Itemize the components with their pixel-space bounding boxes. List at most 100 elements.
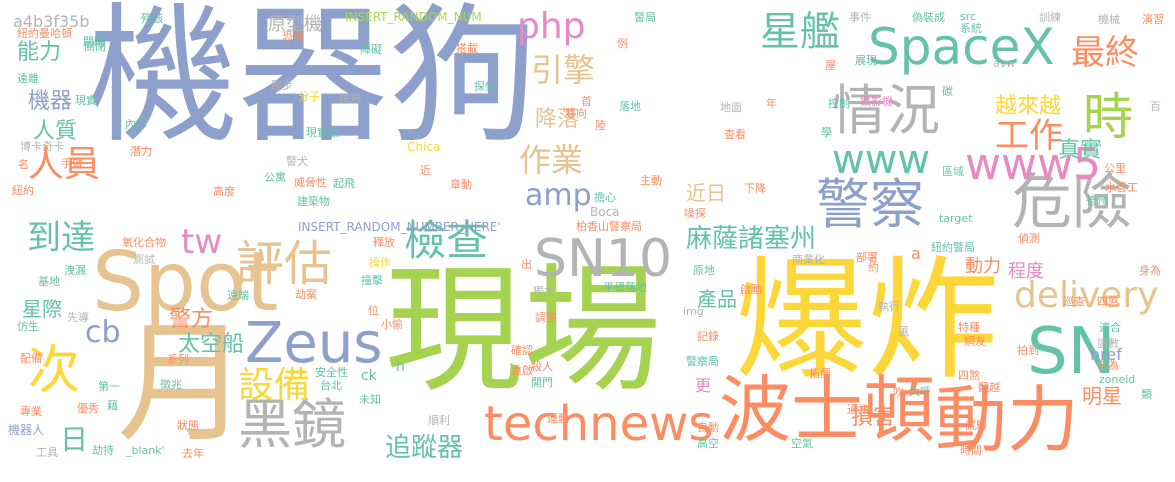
cloud-word: 劫案 [295, 288, 317, 301]
cloud-word: 現實版 [306, 126, 339, 139]
cloud-word: 作業 [519, 141, 584, 179]
cloud-word: 類 [1141, 388, 1152, 401]
cloud-word: SN10 [534, 229, 673, 289]
cloud-word: 產品 [697, 287, 737, 311]
cloud-word: delivery [1014, 275, 1159, 316]
cloud-word: 小偷 [381, 318, 403, 331]
cloud-word: 系列 [167, 353, 189, 366]
cloud-word: 屋 [825, 59, 836, 72]
cloud-word: 高度 [213, 185, 235, 198]
cloud-word: 黑鏡 [238, 393, 346, 456]
cloud-word: 試驗 [965, 419, 987, 432]
cloud-word: 工具 [36, 446, 58, 459]
cloud-word: 風 [898, 325, 909, 338]
cloud-word: 台北 [320, 379, 342, 392]
cloud-word: 控制 [828, 97, 850, 110]
cloud-word: www5 [965, 139, 1101, 190]
cloud-word: href [1090, 345, 1122, 364]
cloud-word: 紐約曼哈頓 [17, 27, 72, 40]
cloud-word: 內部 [125, 118, 147, 131]
cloud-word: 碳 [942, 85, 953, 98]
cloud-word: 名為 [1097, 359, 1119, 372]
cloud-word: 設備 [238, 365, 311, 406]
cloud-word: 訓練 [1039, 11, 1061, 24]
cloud-word: 商業化 [792, 253, 825, 266]
cloud-word: 機器狗 [88, 0, 539, 164]
cloud-word: 潛力 [130, 145, 152, 158]
cloud-word: 撞擊 [361, 274, 383, 287]
cloud-word: php [517, 6, 586, 47]
cloud-word: 操作 [369, 256, 391, 269]
cloud-word: zoneid [1099, 373, 1136, 386]
cloud-word: 測試 [133, 253, 155, 266]
cloud-word: Zeus [245, 311, 383, 376]
cloud-word: cb [85, 315, 121, 350]
cloud-word: 公里 [1104, 162, 1126, 175]
cloud-word: 展現 [855, 54, 877, 67]
cloud-word: 狀態 [177, 419, 199, 432]
cloud-word: 機器 [28, 89, 73, 114]
cloud-word: 現實 [75, 94, 97, 107]
cloud-word: 讀數 [1097, 337, 1119, 350]
cloud-word: 能力 [17, 40, 62, 65]
cloud-word: 星際 [22, 297, 62, 321]
cloud-word: 原型機 [268, 14, 322, 35]
cloud-word: 月 [117, 307, 249, 461]
cloud-word: 探憶 [474, 80, 496, 93]
cloud-word: 首 [581, 95, 592, 108]
cloud-word: 區域 [942, 165, 964, 178]
cloud-word: 四煞 [1097, 295, 1119, 308]
cloud-word: INSERT_RANDOM_NUMBER_HERE' [298, 220, 501, 234]
cloud-word: ck [361, 368, 377, 384]
cloud-word: 手臂 [61, 157, 83, 170]
cloud-word: 追蹤器 [385, 433, 464, 463]
cloud-word: 第一 [98, 380, 120, 393]
cloud-word: a [911, 244, 921, 263]
cloud-word: technews [484, 396, 714, 452]
cloud-word: 程度 [1008, 261, 1044, 282]
cloud-word: 未知 [359, 393, 381, 406]
cloud-word: 高空 [697, 437, 719, 450]
cloud-word: 查看 [724, 128, 746, 141]
cloud-word: 警犬 [286, 155, 308, 168]
cloud-word: 優秀 [77, 402, 99, 415]
cloud-word: 基地 [38, 275, 60, 288]
cloud-word: 系統 [960, 22, 982, 35]
cloud-word: 閉閉 [83, 35, 105, 48]
cloud-word: a4b3f35b [13, 12, 90, 31]
cloud-word: 四煞 [958, 369, 980, 382]
cloud-word: 動力 [935, 378, 1080, 462]
cloud-word: 記錄 [697, 330, 719, 343]
cloud-word: Boca [590, 205, 620, 219]
cloud-word: 重啟 [511, 364, 533, 377]
cloud-word: 章動 [450, 178, 472, 191]
cloud-word: 偵測 [1018, 232, 1040, 245]
cloud-word: _blank' [126, 444, 165, 457]
cloud-word: 次 [28, 341, 81, 401]
cloud-word: 劫持 [92, 444, 114, 457]
cloud-word: 去年 [182, 447, 204, 460]
cloud-word: 工作 [995, 116, 1063, 156]
cloud-word: 機械 [1098, 13, 1120, 26]
cloud-word: 動力 [965, 256, 1001, 277]
cloud-word: 德州 [1086, 194, 1108, 207]
cloud-word: 擔心 [594, 191, 616, 204]
cloud-word: 星艦 [760, 9, 840, 55]
cloud-word: 真實 [1058, 138, 1103, 163]
cloud-word: 起飛 [333, 177, 355, 190]
cloud-word: 陸 [595, 119, 606, 132]
cloud-word: 爆炸 [735, 244, 999, 398]
cloud-word: 安全性 [315, 366, 348, 379]
cloud-word: 評估 [236, 236, 333, 292]
cloud-word: Spot [92, 235, 279, 330]
cloud-word: 關閉 [84, 40, 106, 53]
cloud-word: 引擎 [531, 51, 596, 89]
cloud-word: Chica [407, 140, 441, 154]
cloud-word: 拓展 [809, 367, 831, 380]
cloud-word: 運動 [547, 412, 569, 425]
cloud-word: 警察局 [686, 355, 719, 368]
cloud-word: 約 [868, 261, 879, 274]
cloud-word: 遠離 [17, 72, 39, 85]
cloud-word: 地面 [720, 101, 742, 114]
cloud-word: 檢查 [404, 216, 489, 265]
